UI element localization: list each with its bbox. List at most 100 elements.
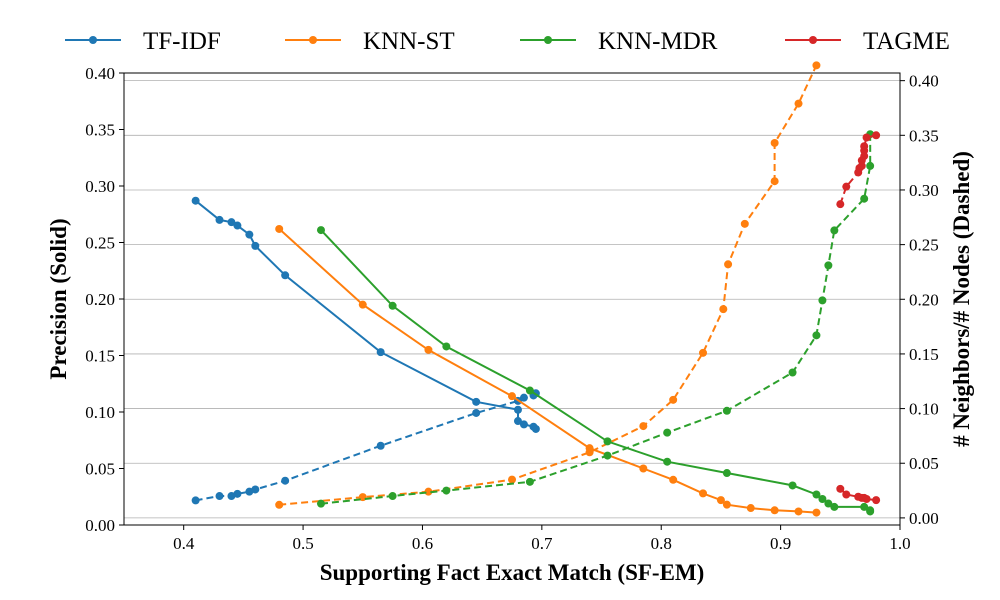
tf-idf-precision-point <box>513 417 522 426</box>
tf-idf-precision-point <box>245 230 254 239</box>
knn-st-neighbors-point <box>424 487 433 496</box>
y-left-tick-label: 0.10 <box>85 403 115 422</box>
y-right-tick-label: 0.35 <box>909 126 939 145</box>
series-tf-idf <box>191 196 540 505</box>
knn-mdr-precision-point <box>824 499 833 508</box>
tagme-neighbors-point <box>860 142 869 151</box>
legend-marker-knn-mdr <box>544 36 552 44</box>
knn-st-neighbors-point <box>508 475 516 484</box>
y-left-tick-label: 0.30 <box>85 177 115 196</box>
x-tick-label: 0.7 <box>531 534 553 553</box>
tf-idf-precision-point <box>251 241 260 250</box>
legend-label-tf-idf: TF-IDF <box>143 28 221 55</box>
knn-st-precision-point <box>275 224 284 233</box>
knn-mdr-precision-point <box>818 495 827 504</box>
knn-st-neighbors-point <box>275 500 284 509</box>
y-left-tick-label: 0.05 <box>85 460 115 479</box>
knn-st-precision-point <box>639 464 648 473</box>
y-left-tick-label: 0.00 <box>85 516 115 535</box>
tagme-neighbors-point <box>872 131 881 140</box>
series-layer <box>191 61 881 517</box>
knn-mdr-neighbors-point <box>388 492 397 501</box>
x-tick-label: 0.4 <box>173 534 195 553</box>
knn-st-neighbors-point <box>770 177 779 186</box>
tf-idf-precision-point <box>215 215 224 224</box>
knn-mdr-neighbors-point <box>866 161 875 170</box>
y-left-tick-label: 0.15 <box>85 347 115 366</box>
y-left-tick-label: 0.25 <box>85 234 115 253</box>
tf-idf-neighbors-point <box>281 476 290 485</box>
knn-mdr-precision-point <box>316 226 325 235</box>
knn-st-precision-point <box>716 496 725 505</box>
tf-idf-precision-point <box>227 218 236 227</box>
knn-st-precision-point <box>669 475 678 484</box>
tagme-precision-point <box>842 490 851 499</box>
grid-layer <box>124 80 900 519</box>
knn-st-precision-point <box>424 345 433 354</box>
y-axis-right-title: # Neighbors/# Nodes (Dashed) <box>949 151 974 447</box>
knn-st-precision-point <box>699 489 708 498</box>
y-right-tick-label: 0.25 <box>909 236 939 255</box>
knn-mdr-neighbors-point <box>818 296 827 305</box>
legend-marker-knn-st <box>309 36 317 44</box>
tagme-precision-point <box>862 495 871 504</box>
knn-st-precision-point <box>794 507 803 516</box>
x-tick-label: 0.5 <box>292 534 313 553</box>
x-tick-label: 0.9 <box>770 534 791 553</box>
series-knn-st <box>275 61 821 517</box>
knn-mdr-precision-point <box>663 457 672 466</box>
tf-idf-precision-point <box>513 405 522 414</box>
knn-st-neighbors-point <box>669 395 678 404</box>
y-left-tick-label: 0.20 <box>85 290 115 309</box>
y-right-tick-label: 0.20 <box>909 290 939 309</box>
knn-st-precision-point <box>770 506 779 515</box>
tf-idf-neighbors-point <box>519 393 528 402</box>
y-right-tick-label: 0.00 <box>909 509 939 528</box>
knn-st-precision-point <box>508 392 516 401</box>
knn-mdr-neighbors-point <box>442 486 451 495</box>
y-left-tick-label: 0.40 <box>85 64 115 83</box>
series-tagme <box>836 131 881 505</box>
x-tick-label: 0.6 <box>412 534 433 553</box>
knn-mdr-neighbors-point <box>603 451 612 460</box>
knn-mdr-precision-point <box>788 481 797 490</box>
legend-item-tagme: TAGME <box>785 28 950 55</box>
knn-mdr-precision-line <box>320 229 872 512</box>
tagme-precision-point <box>872 496 881 505</box>
legend-marker-tf-idf <box>89 36 97 44</box>
knn-mdr-precision-point <box>525 386 534 395</box>
knn-st-precision-line <box>278 228 817 514</box>
knn-mdr-neighbors-point <box>812 331 821 340</box>
tf-idf-neighbors-point <box>215 492 224 501</box>
tagme-neighbors-point <box>862 133 871 142</box>
knn-mdr-precision-point <box>388 301 397 310</box>
knn-mdr-neighbors-point <box>663 428 672 437</box>
legend-label-knn-st: KNN-ST <box>363 28 455 55</box>
knn-st-neighbors-point <box>794 99 803 108</box>
knn-st-neighbors-point <box>719 305 728 314</box>
knn-mdr-precision-point <box>866 507 875 516</box>
y-right-tick-label: 0.10 <box>909 400 939 419</box>
axis-layer: 0.4 0.5 0.6 0.7 0.8 0.9 1.0 0.00 0.05 0.10 0.15 0.2… <box>85 64 939 553</box>
y-right-tick-label: 0.40 <box>909 72 939 91</box>
tf-idf-neighbors-point <box>376 441 385 450</box>
tagme-neighbors-point <box>842 182 851 191</box>
tf-idf-neighbors-point <box>191 496 200 505</box>
x-tick-label: 0.8 <box>651 534 672 553</box>
knn-mdr-precision-point <box>603 437 612 446</box>
knn-st-neighbors-point <box>639 422 648 431</box>
knn-st-precision-point <box>358 300 367 309</box>
knn-mdr-neighbors-point <box>824 261 833 270</box>
tagme-neighbors-point <box>860 152 869 161</box>
legend-item-knn-st: KNN-ST <box>285 28 455 55</box>
legend-label-knn-mdr: KNN-MDR <box>598 28 718 55</box>
tagme-neighbors-point <box>836 200 845 209</box>
knn-mdr-precision-point <box>830 502 839 511</box>
knn-mdr-neighbors-point <box>722 406 731 415</box>
knn-st-neighbors-point <box>699 348 708 357</box>
knn-st-neighbors-point <box>812 61 821 70</box>
knn-st-neighbors-point <box>585 448 594 457</box>
tf-idf-precision-point <box>531 424 540 433</box>
tf-idf-neighbors-point <box>472 408 481 417</box>
